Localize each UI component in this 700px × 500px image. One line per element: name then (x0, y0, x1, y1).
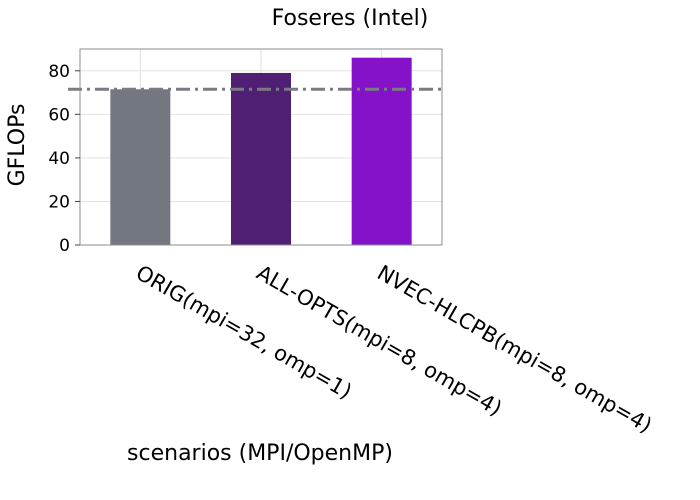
x-tick-label: ORIG(mpi=32, omp=1) (132, 261, 356, 404)
y-axis-label: GFLOPs (5, 104, 30, 187)
bar (110, 89, 171, 246)
bars (110, 57, 412, 246)
x-axis-category-labels: ORIG(mpi=32, omp=1)ALL-OPTS(mpi=8, omp=4… (132, 261, 656, 438)
y-axis-ticks: 0 20 40 60 80 (48, 62, 80, 256)
plot-frame (79, 48, 443, 246)
bar (231, 72, 291, 245)
x-axis-label: scenarios (MPI/OpenMP) (127, 441, 393, 466)
chart-title: Foseres (Intel) (272, 6, 429, 31)
bar (351, 57, 412, 245)
y-tick-label: 60 (48, 105, 70, 125)
y-tick-label: 20 (48, 192, 70, 212)
y-tick-label: 80 (48, 62, 70, 82)
y-tick-label: 40 (48, 149, 70, 169)
y-tick-label: 0 (59, 236, 70, 256)
